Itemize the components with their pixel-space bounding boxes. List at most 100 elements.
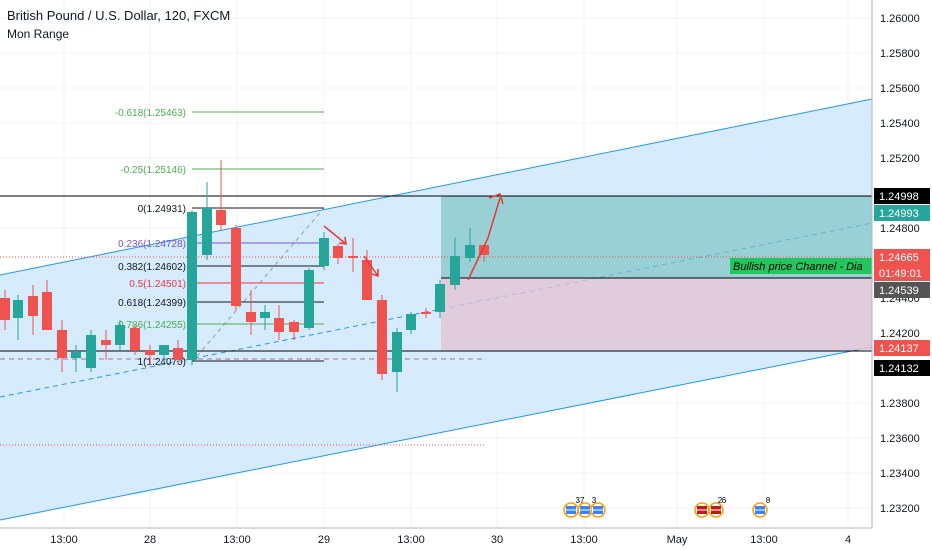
candle bbox=[246, 290, 256, 335]
candle bbox=[289, 320, 299, 340]
time-tick-label: 4 bbox=[845, 534, 851, 546]
candle-body bbox=[465, 245, 475, 258]
arrow-down-1 bbox=[323, 225, 347, 245]
candle bbox=[362, 250, 372, 300]
economic-events[interactable]: 37 3 2 6 8 bbox=[563, 496, 771, 518]
study-label[interactable]: Mon Range bbox=[7, 27, 70, 41]
candle-body bbox=[115, 325, 125, 345]
event-flag-icon[interactable] bbox=[590, 502, 606, 518]
event-flag-icon[interactable] bbox=[752, 502, 768, 518]
fib-level-label: 0.5(1.24501) bbox=[129, 279, 186, 290]
fib-level-label: 0(1.24931) bbox=[138, 204, 186, 215]
time-tick-label: 13:00 bbox=[50, 534, 78, 546]
annotation-arrows[interactable] bbox=[323, 193, 504, 281]
candle bbox=[319, 232, 329, 270]
price-axis[interactable]: 1.26000 1.25800 1.25600 1.25400 1.25200 1.248… bbox=[880, 13, 920, 515]
candle bbox=[145, 345, 155, 365]
price-tick-label: 1.24800 bbox=[880, 223, 920, 235]
event-flag-icon[interactable] bbox=[577, 502, 593, 518]
time-tick-label: 13:00 bbox=[750, 534, 778, 546]
price-tick-label: 1.25400 bbox=[880, 118, 920, 130]
event-flag-icon[interactable] bbox=[563, 502, 579, 518]
candle-body bbox=[173, 348, 183, 360]
candle bbox=[57, 320, 67, 372]
candle-body bbox=[377, 300, 387, 374]
time-tick-label: 13:00 bbox=[570, 534, 598, 546]
candlestick-series bbox=[0, 160, 489, 392]
arrow-down-2 bbox=[363, 255, 379, 277]
candle-body bbox=[333, 246, 343, 258]
price-tick-label: 1.23200 bbox=[880, 503, 920, 515]
candle bbox=[406, 312, 416, 334]
fib-trend-line[interactable] bbox=[191, 207, 325, 363]
candle bbox=[28, 285, 38, 335]
channel-upper-line[interactable] bbox=[0, 98, 873, 276]
price-tag: 1.24539 bbox=[874, 282, 930, 298]
price-tag: 1.24137 bbox=[874, 340, 930, 356]
candle-body bbox=[71, 352, 81, 358]
fib-level-label: 0.618(1.24399) bbox=[118, 298, 186, 309]
candle-body bbox=[13, 300, 23, 318]
event-count: 3 bbox=[592, 496, 597, 505]
candle bbox=[42, 280, 52, 330]
time-tick-label: 29 bbox=[318, 534, 330, 546]
price-tag-label: 1.24993 bbox=[879, 208, 919, 220]
candle-body bbox=[348, 256, 358, 258]
fib-level-label: -0.25(1.25146) bbox=[120, 165, 186, 176]
candle bbox=[130, 325, 140, 355]
symbol-title[interactable]: British Pound / U.S. Dollar, 120, FXCM bbox=[7, 8, 231, 23]
candle bbox=[392, 328, 402, 392]
channel-lower-line[interactable] bbox=[0, 346, 873, 521]
price-tick-label: 1.25800 bbox=[880, 48, 920, 60]
event-flag-icon[interactable] bbox=[694, 502, 710, 518]
arrow-down-1-head bbox=[338, 236, 347, 245]
candle-body bbox=[274, 318, 284, 332]
candle bbox=[216, 160, 226, 230]
arrow-up-target bbox=[467, 197, 501, 281]
candle bbox=[304, 268, 314, 330]
price-tag-label: 1.24539 bbox=[879, 285, 919, 297]
price-tick-label: 1.23800 bbox=[880, 398, 920, 410]
candle bbox=[465, 228, 475, 262]
candle-body bbox=[42, 292, 52, 330]
candle bbox=[260, 305, 270, 330]
candle-body bbox=[130, 328, 140, 350]
candle-body bbox=[159, 345, 169, 355]
time-tick-label: 13:00 bbox=[397, 534, 425, 546]
candle-body bbox=[479, 245, 489, 255]
event-flag-icon[interactable] bbox=[708, 502, 724, 518]
candle bbox=[435, 280, 445, 318]
price-tag: 1.24993 bbox=[874, 205, 930, 221]
candle bbox=[187, 210, 197, 365]
time-axis[interactable]: 13:00 28 13:00 29 13:00 30 13:00 May 13:00 4 bbox=[50, 534, 851, 546]
candle bbox=[13, 295, 23, 340]
candle bbox=[274, 305, 284, 340]
price-tag: 1.24132 bbox=[874, 360, 930, 376]
fib-level-label: 0.236(1.24728) bbox=[118, 239, 186, 250]
candle bbox=[173, 340, 183, 365]
candle-body bbox=[289, 322, 299, 332]
position-loss-zone[interactable] bbox=[441, 278, 872, 350]
candle bbox=[159, 345, 169, 362]
fib-level-label: 0.382(1.24602) bbox=[118, 262, 186, 273]
candle-body bbox=[421, 312, 431, 314]
candle-body bbox=[216, 210, 226, 225]
event-count: 2 bbox=[718, 496, 723, 505]
price-tick-label: 1.25200 bbox=[880, 153, 920, 165]
candle-body bbox=[231, 228, 241, 306]
time-tick-label: 30 bbox=[491, 534, 503, 546]
price-tag: 1.24665 bbox=[874, 249, 930, 265]
candle bbox=[202, 182, 212, 260]
price-tags: 1.24998 1.24993 1.24665 01:49:01 1.24539 1.24… bbox=[874, 188, 930, 376]
price-tick-label: 1.26000 bbox=[880, 13, 920, 25]
candle-body bbox=[86, 335, 96, 368]
fib-retracement[interactable]: -0.618(1.25463) -0.25(1.25146) 0(1.24931) 0… bbox=[115, 108, 324, 368]
channel-label[interactable]: Bullish price Channel - Dia bbox=[730, 258, 875, 274]
time-tick-label: May bbox=[667, 534, 688, 546]
price-tag-label: 1.24132 bbox=[879, 363, 919, 375]
price-tick-label: 1.24200 bbox=[880, 328, 920, 340]
arrow-down-2-head bbox=[371, 269, 379, 278]
fib-level-label: 1(1.24070) bbox=[138, 357, 186, 368]
candle bbox=[115, 320, 125, 350]
